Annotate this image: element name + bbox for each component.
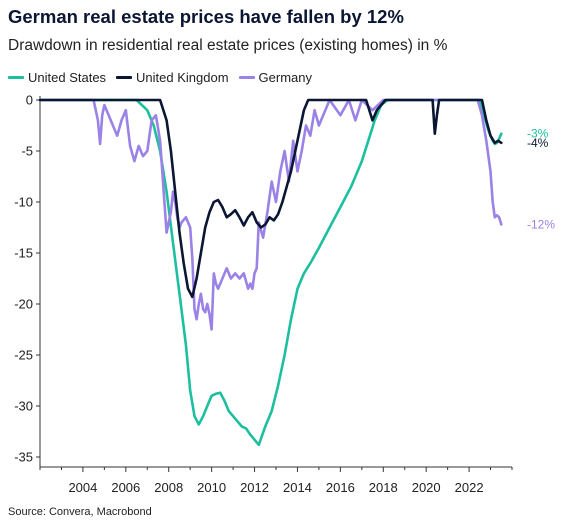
legend-item-united-kingdom: United Kingdom xyxy=(116,70,229,85)
legend-swatch-united-kingdom xyxy=(116,76,133,79)
y-tick-label: -35 xyxy=(14,450,33,465)
legend-item-united-states: United States xyxy=(8,70,106,85)
source-note: Source: Convera, Macrobond xyxy=(8,506,152,518)
chart-axes: 0 -5 -10 -15 -20 -25 -30 -35 2004 2006 2008 2010 201… xyxy=(14,93,513,495)
line-chart: 0 -5 -10 -15 -20 -25 -30 -35 2004 2006 2008 2010 201… xyxy=(14,93,555,496)
x-tick-label: 2006 xyxy=(111,480,140,495)
x-tick-label: 2010 xyxy=(197,480,226,495)
end-label-united-states: -3% xyxy=(527,127,549,141)
chart-subtitle: Drawdown in residential real estate pric… xyxy=(8,37,448,54)
y-tick-label: -25 xyxy=(14,348,33,363)
x-tick-label: 2018 xyxy=(369,480,398,495)
y-tick-label: -30 xyxy=(14,399,33,414)
end-label-germany: -12% xyxy=(527,217,555,231)
legend-label-germany: Germany xyxy=(258,70,313,85)
x-tick-label: 2020 xyxy=(412,480,441,495)
x-tick-label: 2014 xyxy=(283,480,312,495)
chart-series xyxy=(38,98,503,447)
y-tick-label: 0 xyxy=(26,93,33,108)
x-tick-label: 2008 xyxy=(154,480,183,495)
x-tick-label: 2004 xyxy=(68,480,97,495)
end-label-united-kingdom: -4% xyxy=(527,136,549,150)
series-line-germany xyxy=(38,98,503,331)
legend-label-united-kingdom: United Kingdom xyxy=(136,70,229,85)
chart-end-labels: -3%-4% -12% xyxy=(527,127,555,232)
legend-swatch-united-states xyxy=(8,76,24,79)
series-line-united-states xyxy=(38,98,503,447)
y-tick-label: -10 xyxy=(14,195,33,210)
y-tick-label: -15 xyxy=(14,246,33,261)
x-tick-label: 2012 xyxy=(240,480,269,495)
y-tick-label: -5 xyxy=(21,144,33,159)
y-tick-label: -20 xyxy=(14,297,33,312)
legend-label-united-states: United States xyxy=(28,70,107,85)
series-line-united-kingdom xyxy=(38,98,503,299)
x-tick-label: 2022 xyxy=(455,480,484,495)
x-tick-label: 2016 xyxy=(326,480,355,495)
legend-item-germany: Germany xyxy=(238,70,313,85)
chart-legend: United States United Kingdom Germany xyxy=(8,70,322,85)
legend-swatch-germany xyxy=(238,76,255,79)
chart-title: German real estate prices have fallen by… xyxy=(8,6,404,27)
